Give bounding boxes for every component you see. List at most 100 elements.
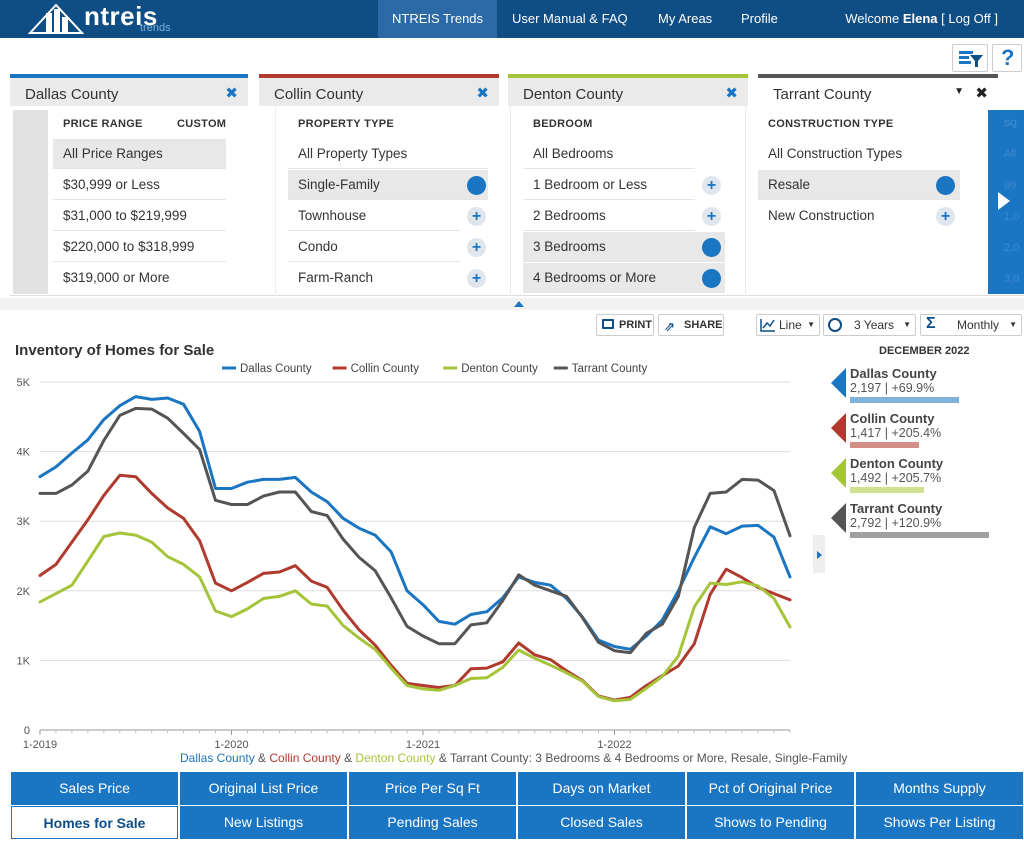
tab-collin-county[interactable]: Collin County ✖ (259, 74, 499, 106)
footnote-denton: Denton County (355, 751, 436, 765)
close-icon[interactable]: ✖ (975, 85, 988, 102)
dropdown-caret-icon[interactable]: ▼ (954, 86, 964, 97)
nav-ntreis-trends[interactable]: NTREIS Trends (378, 0, 498, 38)
tab-dallas-county[interactable]: Dallas County ✖ (10, 74, 248, 106)
property-option[interactable]: Condo (288, 232, 460, 262)
metric-button-shows-per-listing[interactable]: Shows Per Listing (856, 806, 1023, 839)
tab-tarrant-county[interactable]: Tarrant County ▼ ✖ (758, 74, 998, 108)
selected-toggle-icon[interactable] (702, 238, 721, 257)
construction-option[interactable]: Resale (758, 170, 960, 200)
metric-button-homes-for-sale[interactable]: Homes for Sale (11, 806, 178, 839)
dropdown-caret-icon: ▼ (903, 320, 911, 329)
add-toggle-icon[interactable]: + (467, 238, 486, 257)
logo-wordmark: ntreis (84, 1, 158, 31)
period-label: 3 Years (854, 318, 895, 332)
price-option[interactable]: $30,999 or Less (53, 170, 226, 200)
summary-bar (850, 487, 924, 493)
summary-bar (850, 442, 919, 448)
interval-label: Monthly (957, 318, 1000, 332)
help-button[interactable]: ? (992, 44, 1022, 72)
price-option[interactable]: $220,000 to $318,999 (53, 232, 226, 262)
summary-county-stats: 1,492 | +205.7% (850, 471, 942, 485)
metric-button-original-list-price[interactable]: Original List Price (180, 772, 347, 805)
add-toggle-icon[interactable]: + (936, 207, 955, 226)
summary-panel: DECEMBER 2022 Dallas County 2,197 | +69.9… (823, 340, 1023, 772)
construction-option[interactable]: New Construction (768, 208, 875, 223)
nav-my-areas[interactable]: My Areas (658, 11, 713, 26)
property-option[interactable]: All Property Types (288, 139, 488, 169)
metric-button-closed-sales[interactable]: Closed Sales (518, 806, 685, 839)
series-line-collin-county (38, 473, 792, 702)
construction-option[interactable]: All Construction Types (768, 146, 903, 161)
x-tick-label: 1-2020 (214, 739, 248, 751)
bedroom-option[interactable]: 4 Bedrooms or More (523, 263, 725, 293)
metric-button-pending-sales[interactable]: Pending Sales (349, 806, 516, 839)
selected-toggle-icon[interactable] (702, 269, 721, 288)
line-chart-icon (760, 319, 775, 332)
dropdown-caret-icon: ▼ (807, 320, 815, 329)
selected-toggle-icon[interactable] (936, 176, 955, 195)
metric-button-shows-to-pending[interactable]: Shows to Pending (687, 806, 854, 839)
add-toggle-icon[interactable]: + (467, 269, 486, 288)
bedroom-option[interactable]: 2 Bedrooms (523, 201, 695, 231)
metric-button-days-on-market[interactable]: Days on Market (518, 772, 685, 805)
metric-button-sales-price[interactable]: Sales Price (11, 772, 178, 805)
tab-label: Tarrant County (773, 86, 872, 103)
add-toggle-icon[interactable]: + (467, 207, 486, 226)
footnote-sep: & (254, 751, 270, 765)
nav-user-manual[interactable]: User Manual & FAQ (512, 11, 628, 26)
close-icon[interactable]: ✖ (725, 85, 738, 102)
bedroom-option[interactable]: 1 Bedroom or Less (523, 170, 695, 200)
property-option[interactable]: Farm-Ranch (298, 270, 374, 285)
filter-settings-button[interactable] (952, 44, 988, 72)
summary-county-name: Dallas County (850, 366, 937, 381)
nav-profile[interactable]: Profile (741, 11, 778, 26)
bedroom-option[interactable]: 3 Bedrooms (523, 232, 725, 262)
scroll-right-arrow-icon[interactable] (998, 192, 1010, 210)
chart-type-select[interactable]: Line ▼ (756, 314, 820, 336)
series-line-tarrant-county (38, 406, 792, 655)
username: Elena (902, 11, 938, 26)
metric-button-price-per-sq-ft[interactable]: Price Per Sq Ft (349, 772, 516, 805)
property-option[interactable]: Townhouse (288, 201, 460, 231)
panel-collapse-bar[interactable] (0, 298, 1024, 310)
metric-button-pct-of-original-price[interactable]: Pct of Original Price (687, 772, 854, 805)
strip-option: 2,0 (1004, 242, 1020, 254)
print-button[interactable]: PRINT (596, 314, 654, 336)
logoff-link[interactable]: [ Log Off ] (941, 11, 998, 26)
collapse-up-icon[interactable] (514, 301, 524, 307)
welcome-message: Welcome Elena [ Log Off ] (845, 0, 998, 38)
tab-denton-county[interactable]: Denton County ✖ (508, 74, 748, 106)
share-label: SHARE (684, 319, 723, 331)
construction-type-heading: CONSTRUCTION TYPE (768, 118, 894, 130)
property-option[interactable]: Single-Family (288, 170, 488, 200)
column-divider (510, 106, 511, 296)
close-icon[interactable]: ✖ (476, 85, 489, 102)
price-option[interactable]: All Price Ranges (53, 139, 226, 169)
footnote-sep: & (340, 751, 356, 765)
close-icon[interactable]: ✖ (225, 85, 238, 102)
bedroom-option[interactable]: All Bedrooms (523, 139, 695, 169)
selected-toggle-icon[interactable] (467, 176, 486, 195)
expand-right-icon[interactable] (817, 551, 822, 559)
dropdown-caret-icon: ▼ (1009, 320, 1017, 329)
logo-subtitle: trends (140, 22, 171, 34)
share-button[interactable]: ⇗ SHARE (658, 314, 724, 336)
price-option[interactable]: $31,000 to $219,999 (53, 201, 226, 231)
metric-button-months-supply[interactable]: Months Supply (856, 772, 1023, 805)
metric-button-new-listings[interactable]: New Listings (180, 806, 347, 839)
period-select[interactable]: 3 Years ▼ (823, 314, 916, 336)
filter-panel: PRICE RANGE CUSTOM All Price Ranges $30,… (10, 106, 1024, 296)
interval-select[interactable]: Σ Monthly ▼ (920, 314, 1022, 336)
ntreis-logo[interactable]: ntreis trends (28, 3, 178, 35)
help-icon: ? (1001, 45, 1015, 70)
share-icon: ⇗ (664, 319, 675, 334)
footnote-collin: Collin County (269, 751, 341, 765)
printer-icon (602, 319, 614, 329)
building-logo-icon (28, 3, 84, 34)
add-toggle-icon[interactable]: + (702, 176, 721, 195)
custom-price-link[interactable]: CUSTOM (177, 118, 227, 130)
price-option[interactable]: $319,000 or More (63, 270, 170, 285)
add-toggle-icon[interactable]: + (702, 207, 721, 226)
column-divider (745, 106, 746, 296)
